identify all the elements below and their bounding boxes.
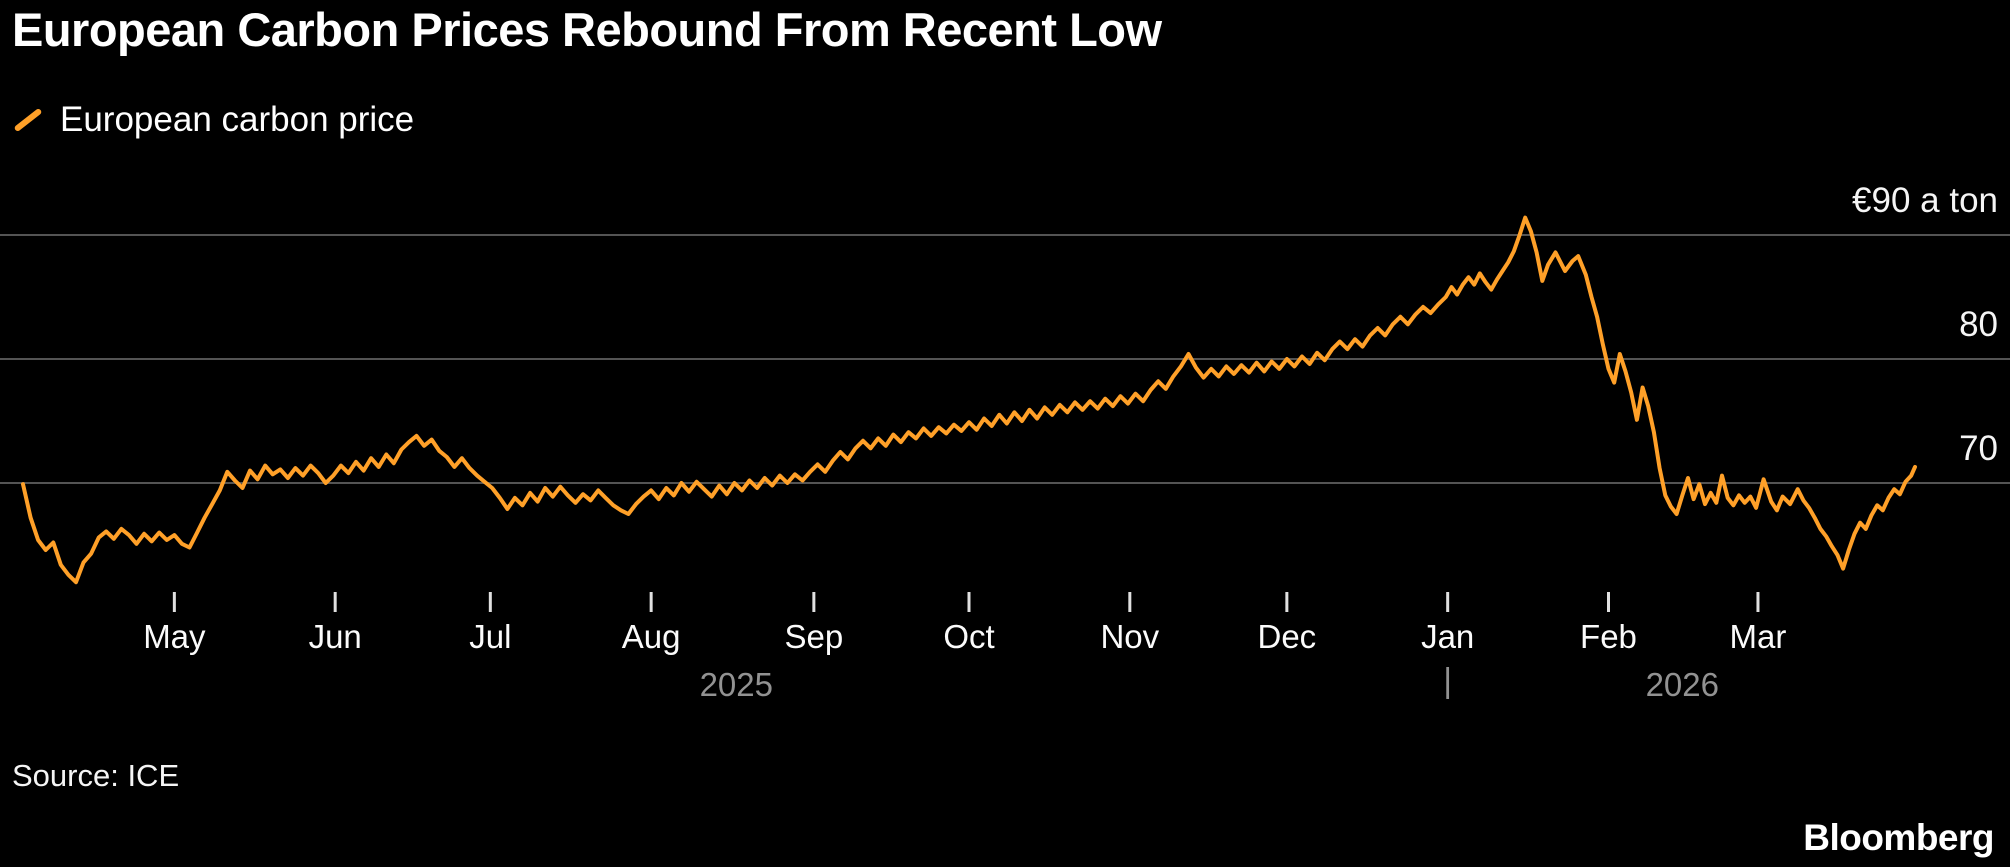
year-label-2025: 2025 [699,666,773,703]
chart-title: European Carbon Prices Rebound From Rece… [12,3,1162,56]
y-axis-label-80: 80 [1959,305,1998,344]
legend: European carbon price [12,100,414,140]
carbon-price-chart [0,215,2010,612]
x-axis-label-dec: Dec [1257,618,1317,655]
price-line [21,215,1917,585]
source-text: Source: ICE [12,758,180,793]
x-axis-label-jul: Jul [469,618,512,655]
x-axis-label-jun: Jun [308,618,362,655]
legend-label: European carbon price [60,100,415,139]
y-axis-label-70: 70 [1959,429,1998,468]
x-axis-label-sep: Sep [784,618,844,655]
x-axis-label-feb: Feb [1580,618,1637,655]
year-divider: | [1443,662,1453,700]
x-axis-label-jan: Jan [1421,618,1475,655]
year-label-2026: 2026 [1645,666,1719,703]
x-axis-label-mar: Mar [1729,618,1787,655]
x-axis-label-may: May [143,618,206,655]
x-axis-label-nov: Nov [1100,618,1160,655]
x-axis-label-aug: Aug [621,618,681,655]
x-axis-label-oct: Oct [943,618,995,655]
y-axis-label-90: €90 a ton [1852,181,1998,220]
bloomberg-logo: Bloomberg [1803,817,1994,858]
